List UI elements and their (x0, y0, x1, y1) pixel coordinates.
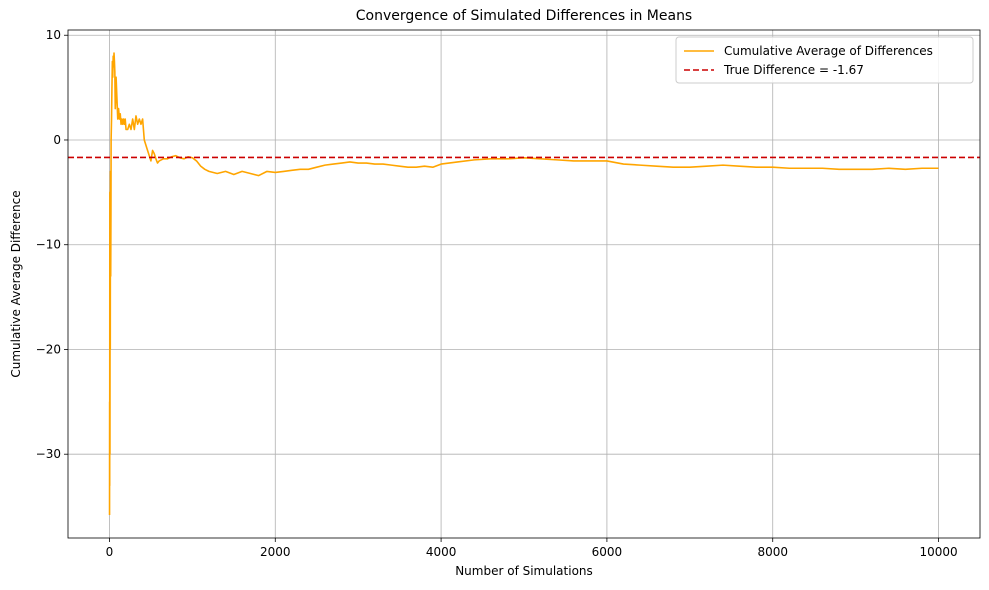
legend: Cumulative Average of Differences True Di… (675, 36, 974, 84)
legend-label: True Difference = -1.67 (723, 63, 864, 77)
y-tick-label: −30 (36, 447, 61, 461)
series-layer (68, 52, 980, 515)
x-tick-label: 4000 (426, 545, 457, 559)
y-tick-label: −10 (36, 238, 61, 252)
x-ticks: 0 2000 4000 6000 8000 10000 (106, 538, 958, 559)
x-tick-label: 8000 (757, 545, 788, 559)
x-tick-label: 6000 (592, 545, 623, 559)
legend-label: Cumulative Average of Differences (724, 44, 933, 58)
chart-title: Convergence of Simulated Differences in … (356, 8, 692, 24)
y-tick-label: −20 (36, 342, 61, 356)
grid (68, 30, 980, 538)
x-tick-label: 2000 (260, 545, 291, 559)
x-axis-label: Number of Simulations (455, 564, 593, 578)
y-axis-label: Cumulative Average Difference (9, 190, 23, 377)
y-ticks: −30 −20 −10 0 10 (36, 28, 68, 461)
y-tick-label: 10 (46, 28, 61, 42)
x-tick-label: 0 (106, 545, 114, 559)
x-tick-label: 10000 (919, 545, 957, 559)
plot-frame (67, 29, 981, 539)
y-tick-label: 0 (53, 133, 61, 147)
legend-box (675, 36, 974, 84)
